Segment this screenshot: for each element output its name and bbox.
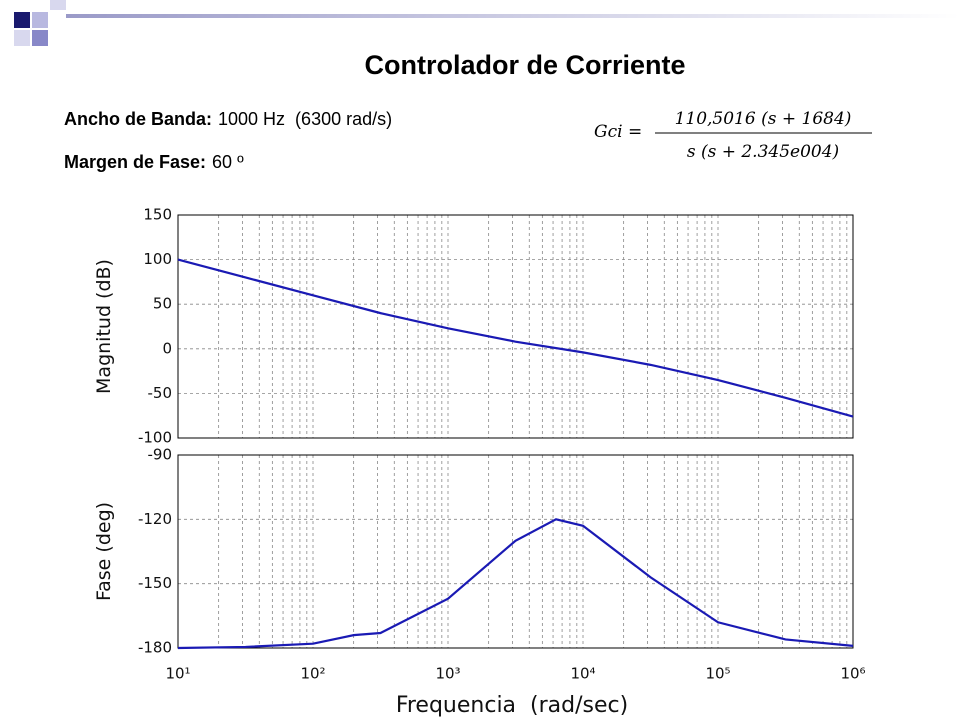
x-tick-label: 10⁶ (840, 665, 865, 683)
y-tick-label: -180 (138, 639, 172, 657)
y-tick-label: 100 (143, 250, 172, 268)
x-tick-label: 10⁵ (705, 665, 730, 683)
x-tick-label: 10¹ (165, 665, 190, 683)
y-tick-label: -90 (148, 446, 173, 464)
data-line (177, 258, 854, 418)
bandwidth-value: 1000 Hz (6300 rad/s) (218, 109, 392, 129)
y-axis-label: Fase (deg) (93, 502, 115, 601)
phase-margin: Margen de Fase: 60 º (64, 152, 244, 172)
x-axis-label: Frequencia (rad/sec) (396, 693, 628, 718)
bandwidth: Ancho de Banda: 1000 Hz (6300 rad/s) (64, 109, 392, 129)
data-line (177, 518, 854, 650)
y-tick-label: 50 (153, 295, 172, 313)
formula-numerator: 110,5016 (s + 1684) (675, 109, 852, 129)
formula-denominator: s (s + 2.345e004) (687, 142, 839, 162)
plot-area (178, 455, 853, 648)
y-tick-label: 150 (143, 206, 172, 224)
slide-decoration (14, 0, 960, 46)
slide-title: Controlador de Corriente (364, 50, 685, 80)
formula-lhs: Gci = (594, 122, 642, 142)
x-tick-label: 10³ (435, 665, 460, 683)
plot-area (178, 215, 853, 438)
y-tick-label: -120 (138, 510, 172, 528)
margin-value: 60 º (212, 152, 244, 172)
x-tick-label: 10⁴ (570, 665, 595, 683)
y-tick-label: 0 (162, 339, 172, 357)
y-axis-label: Magnitud (dB) (93, 259, 115, 394)
margin-label: Margen de Fase: (64, 152, 206, 172)
plot-frame (177, 454, 854, 649)
formula: Gci = 110,5016 (s + 1684) s (s + 2.345e0… (594, 109, 872, 162)
y-tick-label: -150 (138, 574, 172, 592)
plot-frame (177, 214, 854, 439)
x-tick-label: 10² (300, 665, 325, 683)
bandwidth-label: Ancho de Banda: (64, 109, 212, 129)
y-tick-label: -100 (138, 429, 172, 447)
y-tick-label: -50 (148, 384, 173, 402)
